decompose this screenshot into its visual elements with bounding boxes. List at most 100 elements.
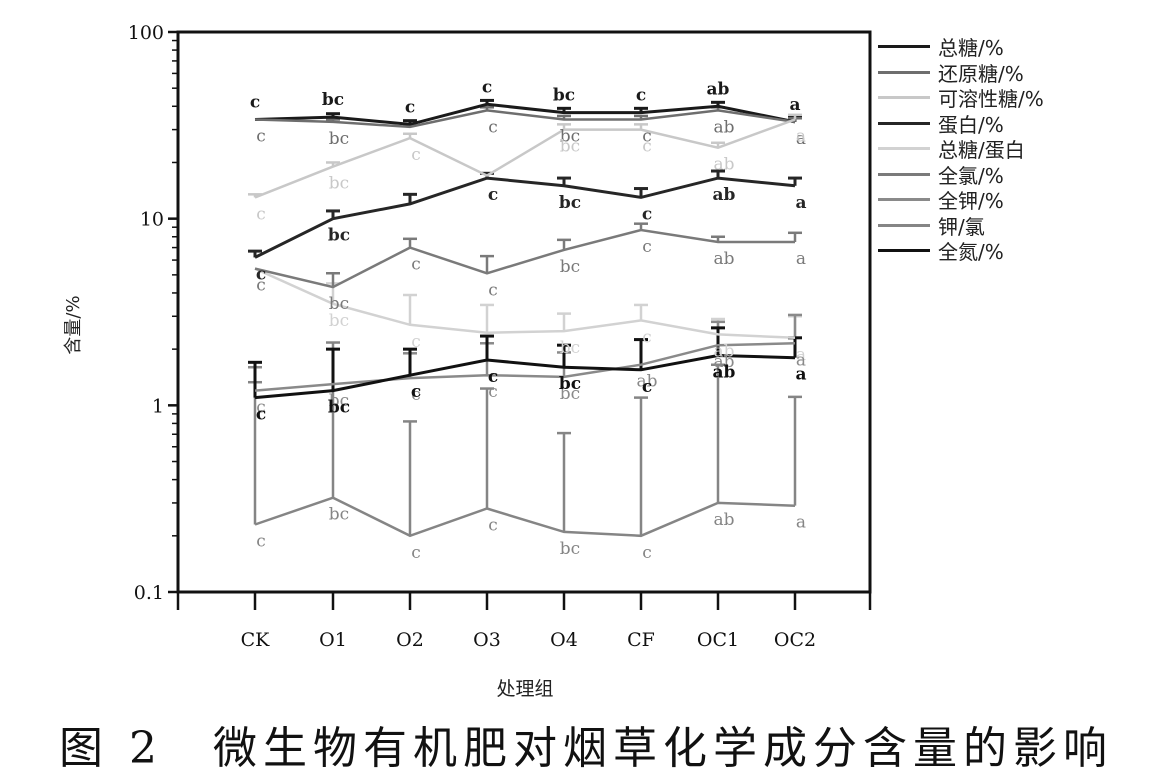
significance-label: bc [553,86,575,106]
legend-label: 全氮/% [938,240,1004,265]
significance-label: c [488,117,498,137]
significance-label: a [796,345,806,365]
significance-label: ab [713,352,734,372]
significance-label: ab [713,510,734,530]
significance-label: ab [713,185,736,205]
x-tick-label: CK [241,629,271,651]
significance-label: a [795,193,806,213]
significance-label: bc [560,384,580,404]
significance-label: bc [329,174,349,194]
significance-label: c [488,185,498,205]
significance-label: a [796,513,806,533]
significance-label: bc [559,193,581,213]
significance-label: ab [713,362,736,382]
significance-label: c [411,385,421,405]
significance-label: ab [713,155,734,175]
x-tick-label: OC2 [774,629,816,651]
significance-label: bc [560,257,580,277]
x-tick-label: O3 [473,629,501,651]
significance-label: c [642,327,652,347]
significance-label: c [488,382,498,402]
series-line [254,228,795,289]
x-tick-label: O4 [550,629,578,651]
significance-label: c [636,86,646,106]
significance-label: ab [636,372,657,392]
significance-label: bc [560,126,580,146]
significance-label: bc [560,338,580,358]
series-line [254,109,796,129]
significance-label: a [796,126,806,146]
legend-label: 总糖/蛋白 [938,138,1025,163]
legend-label: 还原糖/% [938,61,1024,86]
legend: 总糖/% 还原糖/% 可溶性糖/% 蛋白/% 总糖/蛋白 全氯/% 全钾/% 钾/氯 全氮/% [878,34,1158,264]
legend-item: 全钾/% [878,187,1158,213]
legend-item: 还原糖/% [878,60,1158,86]
significance-label: c [642,204,652,224]
significance-label: c [488,280,498,300]
significance-label: c [642,377,652,397]
significance-label: c [256,405,266,425]
legend-item: 可溶性糖/% [878,85,1158,111]
legend-swatch [878,45,930,49]
chart-axes: 0.1 1 10 100 CK O1 O2 O3 O4 CF OC1 OC2 [128,22,872,651]
legend-swatch [878,96,930,100]
legend-swatch [878,70,930,74]
y-tick-label: 0.1 [134,582,164,604]
legend-item: 总糖/蛋白 [878,136,1158,162]
legend-label: 全钾/% [938,189,1004,214]
significance-label: c [256,531,266,551]
significance-label: bc [328,226,350,246]
legend-item: 钾/氯 [878,213,1158,239]
significance-label: ab [713,249,734,269]
significance-label: c [642,126,652,146]
y-tick-label: 100 [128,22,164,44]
series-line [254,118,796,199]
significance-label: a [796,350,806,370]
legend-swatch [878,198,930,202]
significance-label: c [411,543,421,563]
x-tick-label: O1 [319,629,347,651]
significance-label: c [256,398,266,418]
legend-label: 蛋白/% [938,112,1004,137]
significance-label: c [642,543,652,563]
legend-label: 全氯/% [938,163,1004,188]
legend-item: 全氯/% [878,162,1158,188]
significance-label: ab [713,117,734,137]
significance-label: bc [560,539,580,559]
significance-label: c [411,382,421,402]
significance-label: a [795,365,806,385]
legend-swatch [878,147,930,151]
legend-item: 蛋白/% [878,111,1158,137]
y-axis-label: 含量/% [63,295,84,355]
significance-label: c [482,77,492,97]
series-lines [254,102,796,538]
legend-item: 总糖/% [878,34,1158,60]
series-line [254,176,796,259]
series-line [254,102,796,126]
significance-label: c [642,237,652,257]
significance-label: bc [329,505,349,525]
significance-label: c [642,137,652,157]
significance-label: c [256,276,266,296]
y-tick-label: 10 [140,209,164,231]
significance-label: c [488,516,498,536]
significance-label: a [789,95,800,115]
legend-item: 全氮/% [878,238,1158,264]
x-tick-label: OC1 [697,629,739,651]
significance-label: c [256,204,266,224]
x-tick-label: O2 [396,629,424,651]
significance-label: bc [328,398,350,418]
plot-frame [176,30,872,594]
legend-label: 可溶性糖/% [938,87,1044,112]
significance-label: c [405,97,415,117]
legend-swatch [878,121,930,125]
significance-label: c [256,126,266,146]
significance-label: bc [560,137,580,157]
significance-label: c [488,367,498,387]
significance-label: bc [329,311,349,331]
legend-label: 钾/氯 [938,214,985,239]
figure-caption: 图 2 微生物有机肥对烟草化学成分含量的影响 [59,723,1113,774]
series-line [254,496,796,538]
